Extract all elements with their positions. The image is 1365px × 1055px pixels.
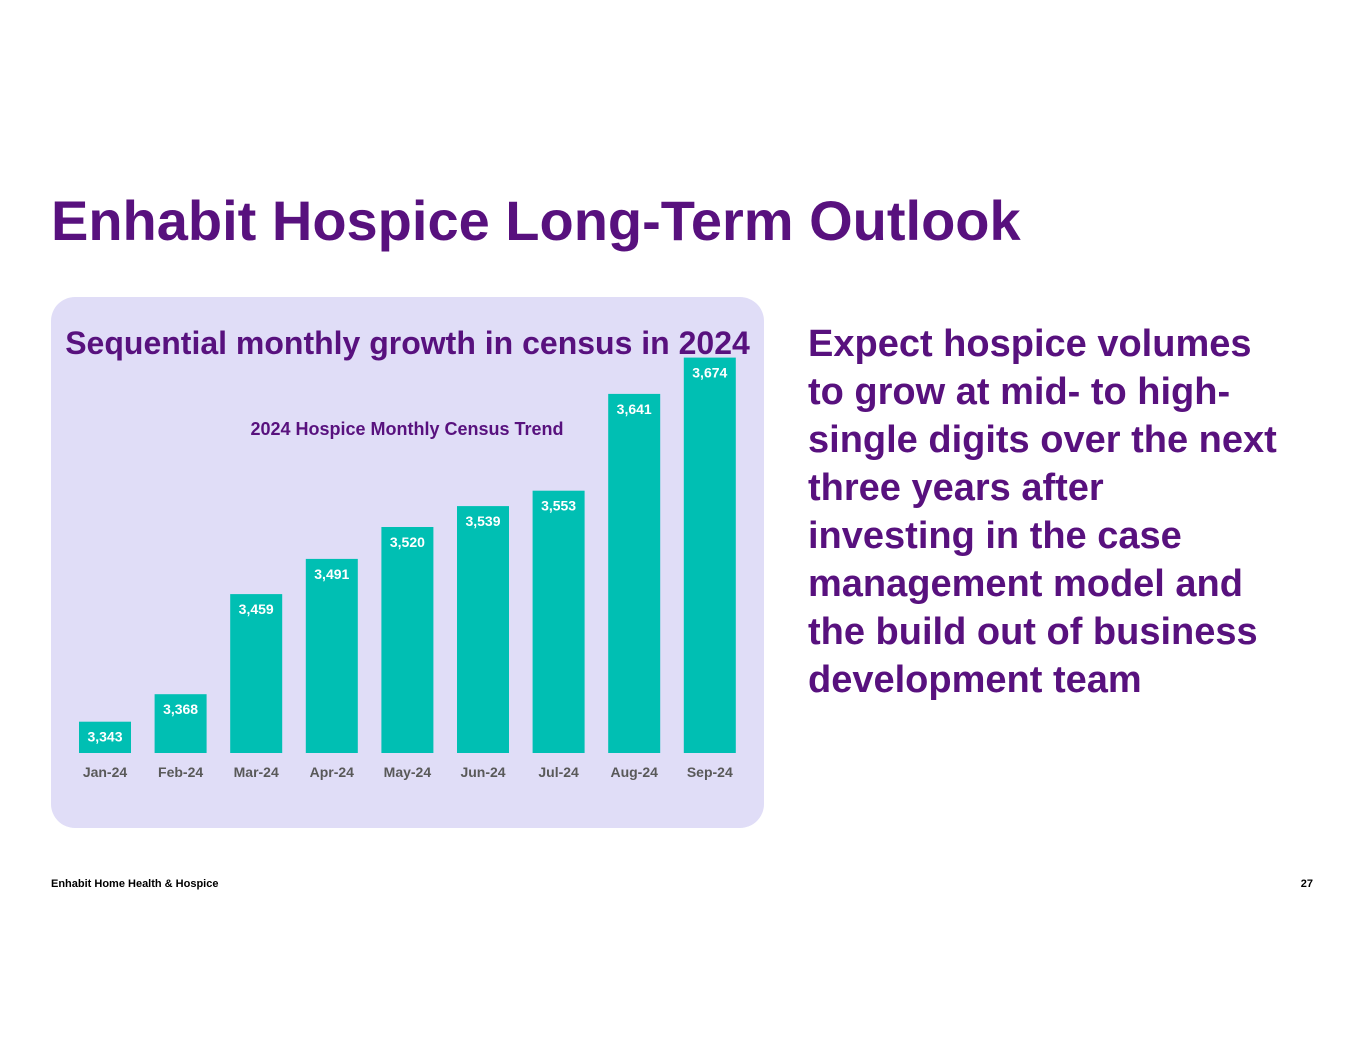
bar-apr-24 [305,558,358,753]
panel-heading: Sequential monthly growth in census in 2… [65,325,750,361]
bar-value-label: 3,459 [239,601,274,617]
bar-value-label: 3,343 [87,729,122,745]
x-tick-label: Jul-24 [538,764,579,780]
x-tick-label: Jun-24 [460,764,505,780]
bar-value-label: 3,553 [541,498,576,514]
x-tick-label: Feb-24 [158,764,203,780]
footer-company: Enhabit Home Health & Hospice [51,878,219,890]
census-bar-chart: 2024 Hospice Monthly Census Trend 3,3433… [79,357,736,780]
x-tick-label: Aug-24 [610,764,658,780]
bar-value-label: 3,520 [390,534,425,550]
bar-feb-24 [154,694,207,753]
bar-jun-24 [457,506,509,753]
bar-jan-24 [79,721,131,753]
bar-aug-24 [608,393,661,753]
x-tick-label: Sep-24 [687,764,733,780]
bar-value-label: 3,368 [163,701,198,717]
slide-title: Enhabit Hospice Long-Term Outlook [51,189,1021,252]
bar-value-labels: 3,343 3,368 3,459 3,491 3,520 3,539 3,553 3,641… [87,365,727,745]
x-tick-label: Apr-24 [310,764,355,780]
page-number: 27 [1300,878,1313,890]
bar-value-label: 3,539 [465,513,500,529]
bar-value-label: 3,674 [692,365,727,381]
outlook-statement: Expect hospice volumes to grow at mid- t… [808,323,1277,701]
bar-value-label: 3,491 [314,566,349,582]
bar-mar-24 [230,594,283,753]
bar-may-24 [381,527,434,753]
x-tick-label: May-24 [384,764,432,780]
x-axis-labels: Jan-24 Feb-24 Mar-24 Apr-24 May-24 Jun-24 Jul-… [83,764,733,780]
x-tick-label: Jan-24 [83,764,128,780]
bar-jul-24 [532,490,585,753]
chart-title: 2024 Hospice Monthly Census Trend [250,419,563,439]
bar-sep-24 [683,357,736,753]
bar-group [79,357,736,753]
x-tick-label: Mar-24 [234,764,279,780]
bar-value-label: 3,641 [617,401,652,417]
